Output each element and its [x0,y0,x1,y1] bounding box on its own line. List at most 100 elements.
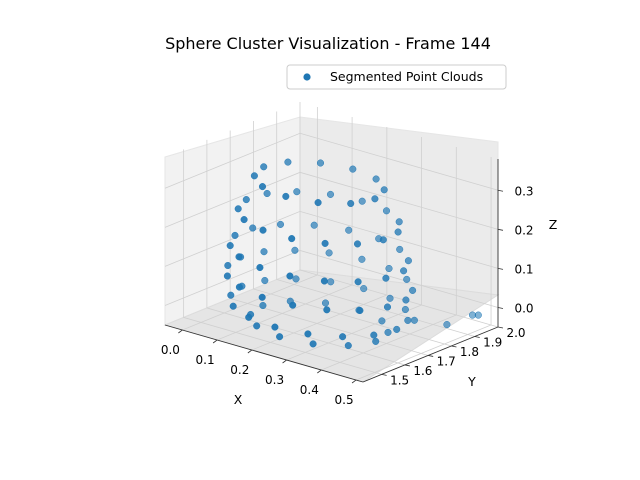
scatter-point [404,257,412,265]
scatter-point [323,306,331,314]
scatter-point [304,330,312,338]
z-tick-label: 0.0 [514,301,533,315]
y-tick-mark [428,355,434,357]
scatter-point [259,226,267,234]
legend: Segmented Point Clouds [286,64,507,90]
scatter-point [250,172,258,180]
scatter-point [358,197,366,205]
scatter-point [282,192,290,200]
scatter-point [261,276,269,285]
scatter-point [276,333,284,341]
scatter-point [293,188,301,196]
scatter-point [372,175,380,183]
scatter-point [400,267,408,275]
scatter-point [263,189,271,198]
y-tick-label: 2.0 [506,326,525,340]
scatter-point [382,207,391,215]
scatter-point [356,306,364,315]
scatter-point [316,159,325,167]
x-tick-label: 0.1 [196,353,215,367]
scatter-point [276,220,285,228]
legend-marker [303,73,311,81]
scatter-point [354,278,362,286]
scatter-point [325,249,333,257]
scatter-point [223,272,231,280]
legend-box [286,64,507,90]
y-tick-label: 1.6 [413,364,432,378]
y-tick-label: 1.5 [390,373,409,387]
scatter-point [383,303,392,311]
scatter-point [245,313,253,321]
scatter-point [409,286,417,294]
scatter-point [384,328,392,336]
scatter-point [256,263,264,272]
y-tick-label: 1.9 [483,335,502,349]
z-tick-label: 0.3 [514,184,533,198]
x-tick-mark [351,379,357,384]
z-grid-line [164,250,499,308]
scatter-point [286,272,294,280]
scatter-point [468,311,477,319]
scatter-point [349,165,357,173]
tick-labels: 0.0 0.1 0.2 0.3 0.4 0.5 1.5 1.6 1.7 1.8 1.9 2.0 0.0 0… [161,184,534,407]
y-grid-line [206,139,406,366]
x-tick-label: 0.4 [300,383,319,397]
scatter-point [402,296,410,304]
scatter-point [321,299,330,307]
scatter-point [382,274,390,282]
scatter-point [235,253,243,261]
z-grid-line [164,132,499,191]
y-grid-line [183,149,382,375]
z-tick-mark [497,268,504,270]
scatter-point [310,221,318,229]
scatter-point [386,294,394,302]
scatter-point [443,321,451,329]
scatter-point [242,196,250,204]
y-grid-line [299,102,499,328]
scatter-point [234,205,242,213]
y-tick-mark [474,336,480,338]
y-tick-mark [451,345,457,348]
scatter-point [260,163,268,171]
scatter-point [395,218,403,226]
grid-lines [164,102,499,381]
scatter-point [249,224,257,232]
scatter-point [396,245,404,253]
scatter-point [224,261,232,270]
x-tick-mark [317,369,322,374]
scatter-point [321,239,329,247]
y-axis-label: Y [467,374,476,389]
scatter-point [260,248,268,256]
z-tick-mark [497,189,504,192]
scatter-point [229,302,237,310]
scatter-point [327,278,335,286]
y-tick-mark [381,374,387,376]
x-tick-mark [212,339,218,344]
scatter-point [320,277,328,285]
scatter-point [370,331,378,339]
scatter-point [235,283,243,291]
scatter-point [380,186,388,194]
x-tick-label: 0.3 [265,373,284,387]
scatter-point [360,285,368,293]
scatter-point [358,255,366,263]
x-tick-label: 0.0 [161,343,180,357]
y-tick-label: 1.8 [460,345,479,359]
scatter-point [289,301,297,309]
scatter-point [288,235,296,243]
x-tick-mark [178,329,183,334]
scatter-point [284,158,292,166]
z-grid-line [164,171,499,230]
scatter-point [410,316,418,324]
scatter-point [309,340,317,348]
scatter-point [253,322,261,330]
scatter-point [404,316,412,324]
scatter-point [347,199,355,208]
z-tick-mark [497,228,504,231]
scatter-point [353,240,362,248]
x-tick-label: 0.5 [335,393,354,407]
scatter-points [223,158,482,350]
back-pane-right [299,116,499,296]
z-tick-label: 0.2 [514,223,533,237]
y-axis-line [362,326,499,383]
